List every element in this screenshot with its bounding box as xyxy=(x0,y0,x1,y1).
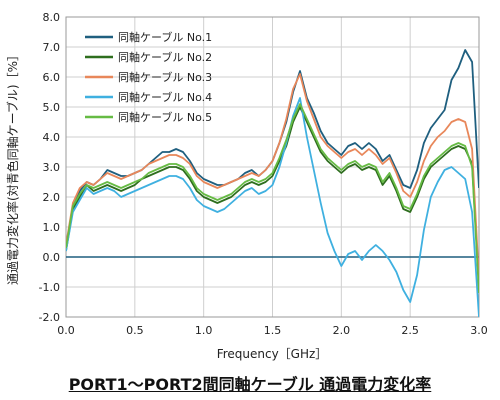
y-tick-label: 1.0 xyxy=(43,221,61,234)
y-tick-label: 0.0 xyxy=(43,251,61,264)
series-lines xyxy=(66,49,479,317)
y-tick-label: 3.0 xyxy=(43,161,61,174)
legend-label-2: 同軸ケーブル No.2 xyxy=(118,50,212,64)
x-tick-label: 1.5 xyxy=(264,324,282,337)
y-tick-label: 2.0 xyxy=(43,191,61,204)
series-line-2 xyxy=(66,106,479,288)
y-tick-label: 7.0 xyxy=(43,41,61,54)
tick-labels: -2.0 -1.0 0.0 1.0 2.0 3.0 4.0 5.0 6.0 7.0 8.0 0.0 0.… xyxy=(39,11,488,337)
legend-label-1: 同軸ケーブル No.1 xyxy=(118,30,212,44)
y-tick-label: 8.0 xyxy=(43,11,61,24)
series-line-5 xyxy=(66,103,479,294)
series-line-4 xyxy=(66,97,479,317)
legend-label-5: 同軸ケーブル No.5 xyxy=(118,110,212,124)
legend: 同軸ケーブル No.1 同軸ケーブル No.2 同軸ケーブル No.3 同軸ケーブル … xyxy=(85,30,212,124)
x-tick-label: 0.0 xyxy=(57,324,75,337)
y-tick-label: 5.0 xyxy=(43,101,61,114)
x-tick-label: 3.0 xyxy=(470,324,488,337)
x-tick-label: 2.5 xyxy=(401,324,419,337)
x-axis-title: Frequency［GHz］ xyxy=(217,347,328,361)
y-tick-label: 4.0 xyxy=(43,131,61,144)
y-tick-label: 6.0 xyxy=(43,71,61,84)
y-axis-title: 通過電力変化率(対青色同軸ケーブル)［%］ xyxy=(5,49,20,285)
y-tick-label: -2.0 xyxy=(39,311,60,324)
plot-area-border xyxy=(65,16,480,318)
legend-label-4: 同軸ケーブル No.4 xyxy=(118,90,212,104)
legend-label-3: 同軸ケーブル No.3 xyxy=(118,70,212,84)
x-tick-label: 1.0 xyxy=(195,324,213,337)
y-tick-label: -1.0 xyxy=(39,281,60,294)
x-tick-label: 2.0 xyxy=(333,324,351,337)
x-tick-label: 0.5 xyxy=(126,324,144,337)
series-line-3 xyxy=(66,73,479,282)
chart-title: PORT1～PORT2間同軸ケーブル 通過電力変化率 xyxy=(68,375,432,394)
